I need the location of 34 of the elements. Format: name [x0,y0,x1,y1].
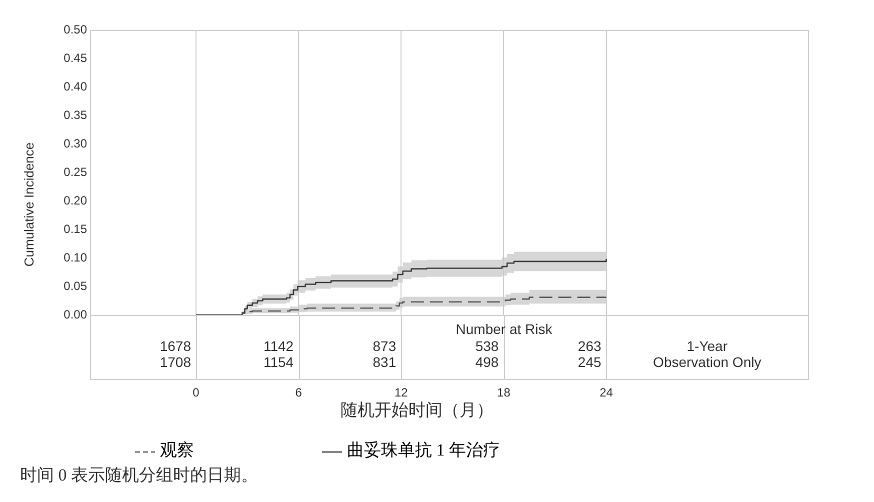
y-tick-label: 0.25 [64,164,88,179]
text: 245 [578,354,602,370]
y-tick-label: 0.40 [64,79,88,94]
text: Number at Risk [456,320,554,337]
y-tick-label: 0.20 [64,193,88,208]
text: 831 [372,354,396,370]
text: 498 [475,354,499,370]
y-tick-label: 0.30 [64,136,88,150]
x-tick-label: 6 [295,386,302,400]
text: 873 [372,338,396,354]
text: 时间 0 表示随机分组时的日期。 [20,465,258,484]
y-tick-label: 0.15 [64,222,88,236]
y-tick-label: 0.45 [64,50,88,65]
text: 1154 [263,354,294,370]
y-tick-label: 0.10 [64,250,88,264]
text: 538 [475,338,499,354]
x-tick-label: 24 [600,386,614,400]
x-tick-label: 0 [192,386,200,400]
text: Observation Only [653,354,762,370]
text: 263 [578,338,602,354]
y-tick-label: 0.35 [64,108,88,122]
legend-label: 观察 [160,440,194,460]
x-tick-label: 18 [497,386,511,400]
x-axis-title: 随机开始时间（月） [340,400,494,420]
legend-label: 曲妥珠单抗 1 年治疗 [347,440,500,460]
x-tick-label: 12 [394,386,408,400]
y-tick-label: 0.50 [64,22,88,36]
y-axis-title: Cumulative Incidence [22,142,37,267]
text: 1678 [160,338,192,354]
y-tick-label: 0.00 [64,307,88,322]
text: 1142 [263,338,294,354]
text: 1-Year [686,338,728,354]
text: 1708 [160,354,192,370]
y-tick-label: 0.05 [64,278,88,293]
